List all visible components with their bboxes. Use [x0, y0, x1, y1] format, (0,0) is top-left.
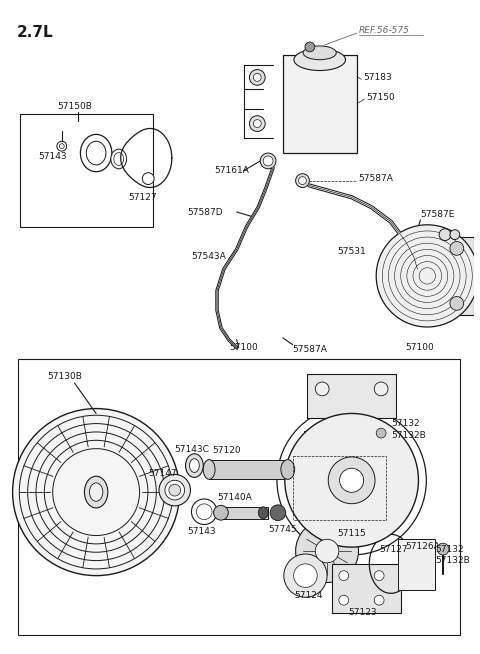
Circle shape — [315, 382, 329, 396]
Circle shape — [296, 174, 310, 188]
Circle shape — [450, 230, 460, 239]
Bar — [307, 374, 396, 419]
Bar — [21, 114, 153, 227]
Text: 57115: 57115 — [337, 529, 366, 538]
Circle shape — [253, 120, 261, 128]
Circle shape — [374, 595, 384, 605]
Text: 57126A: 57126A — [406, 542, 441, 551]
Circle shape — [308, 464, 322, 478]
Circle shape — [339, 571, 348, 581]
Circle shape — [270, 505, 286, 521]
Ellipse shape — [214, 506, 228, 520]
Circle shape — [250, 69, 265, 85]
Circle shape — [57, 141, 67, 151]
Bar — [209, 460, 288, 479]
Circle shape — [294, 564, 317, 587]
Ellipse shape — [111, 149, 127, 169]
Text: 57183: 57183 — [363, 73, 392, 82]
Text: 57120: 57120 — [212, 446, 240, 455]
Ellipse shape — [84, 476, 108, 508]
Circle shape — [376, 428, 386, 438]
Ellipse shape — [186, 454, 203, 477]
Text: 57143: 57143 — [38, 152, 67, 160]
Circle shape — [328, 446, 338, 456]
Circle shape — [437, 543, 449, 555]
Circle shape — [376, 225, 479, 327]
Circle shape — [439, 229, 451, 241]
Text: 57147: 57147 — [148, 469, 177, 478]
Text: 57132: 57132 — [391, 419, 420, 428]
Circle shape — [169, 484, 180, 496]
Text: 57127: 57127 — [379, 545, 408, 553]
Text: 57132B: 57132B — [435, 557, 470, 565]
Text: 57130B: 57130B — [47, 371, 82, 381]
Circle shape — [192, 499, 217, 525]
Ellipse shape — [294, 49, 346, 71]
Circle shape — [12, 409, 180, 576]
Circle shape — [263, 156, 273, 166]
Circle shape — [253, 73, 261, 81]
Text: 57150B: 57150B — [57, 103, 92, 111]
Text: 57140A: 57140A — [217, 492, 252, 502]
Text: 57132B: 57132B — [391, 430, 426, 439]
Text: 57124: 57124 — [295, 591, 323, 600]
Text: 57161A: 57161A — [214, 166, 249, 175]
Ellipse shape — [114, 152, 124, 165]
Ellipse shape — [86, 141, 106, 165]
Circle shape — [339, 595, 348, 605]
Ellipse shape — [190, 458, 199, 472]
Bar — [332, 564, 401, 613]
Circle shape — [250, 116, 265, 131]
Bar — [17, 360, 460, 634]
Text: 57100: 57100 — [406, 343, 434, 352]
Circle shape — [299, 177, 306, 184]
Text: 57150: 57150 — [366, 93, 395, 101]
Circle shape — [159, 474, 191, 506]
Circle shape — [374, 571, 384, 581]
Text: REF.56-575: REF.56-575 — [359, 26, 409, 35]
Bar — [398, 540, 435, 591]
Text: 57142: 57142 — [302, 430, 331, 439]
Ellipse shape — [89, 483, 103, 501]
Circle shape — [340, 468, 364, 492]
Text: 57587A: 57587A — [359, 174, 394, 183]
Text: 2.7L: 2.7L — [16, 26, 53, 41]
Circle shape — [305, 42, 315, 52]
Ellipse shape — [281, 460, 295, 479]
Bar — [219, 507, 268, 519]
Text: 57143: 57143 — [188, 527, 216, 536]
Ellipse shape — [81, 134, 112, 172]
Circle shape — [296, 520, 359, 583]
Text: 57100: 57100 — [229, 343, 258, 352]
Circle shape — [374, 382, 388, 396]
Text: 57531: 57531 — [337, 247, 366, 256]
Text: 57132: 57132 — [435, 545, 464, 553]
Circle shape — [450, 241, 464, 255]
Circle shape — [284, 554, 327, 597]
Ellipse shape — [258, 507, 268, 519]
Ellipse shape — [203, 460, 215, 479]
Bar — [437, 237, 474, 315]
Bar — [293, 456, 386, 520]
Text: 57135: 57135 — [298, 455, 326, 464]
Text: 57745: 57745 — [268, 525, 297, 534]
Circle shape — [315, 540, 339, 563]
Text: 57127: 57127 — [129, 193, 157, 202]
Text: 57143C: 57143C — [175, 445, 210, 455]
Text: 57543A: 57543A — [192, 252, 226, 261]
Circle shape — [285, 413, 419, 547]
Circle shape — [328, 457, 375, 504]
Circle shape — [450, 296, 464, 310]
Bar — [283, 55, 357, 153]
Circle shape — [143, 173, 154, 184]
Text: 57587E: 57587E — [420, 211, 455, 220]
Circle shape — [260, 153, 276, 169]
Text: 57123: 57123 — [348, 608, 377, 617]
Text: 57587A: 57587A — [293, 345, 327, 354]
Text: 57587D: 57587D — [188, 207, 223, 216]
Circle shape — [165, 480, 185, 500]
Ellipse shape — [303, 46, 336, 60]
Circle shape — [196, 504, 212, 520]
Circle shape — [60, 144, 64, 148]
